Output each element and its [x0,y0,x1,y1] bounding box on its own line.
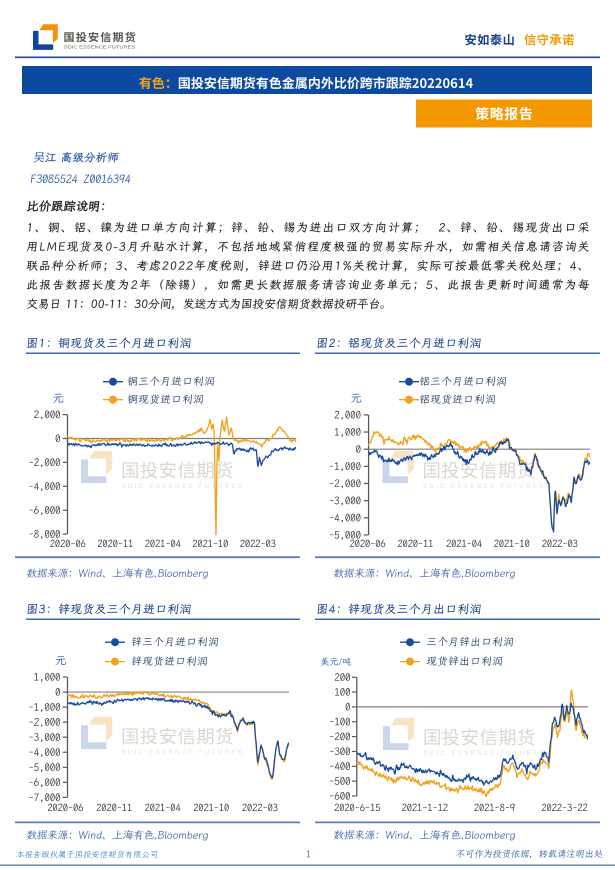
svg-text:SDIC ESSENCE FUTURES: SDIC ESSENCE FUTURES [64,45,136,51]
svg-text:SDIC ESSENCE FUTURES: SDIC ESSENCE FUTURES [424,751,547,757]
svg-text:SDIC ESSENCE FUTURES: SDIC ESSENCE FUTURES [423,484,546,490]
svg-text:SDIC ESSENCE FUTURES: SDIC ESSENCE FUTURES [122,484,245,490]
svg-text:SDIC ESSENCE FUTURES: SDIC ESSENCE FUTURES [122,750,245,756]
